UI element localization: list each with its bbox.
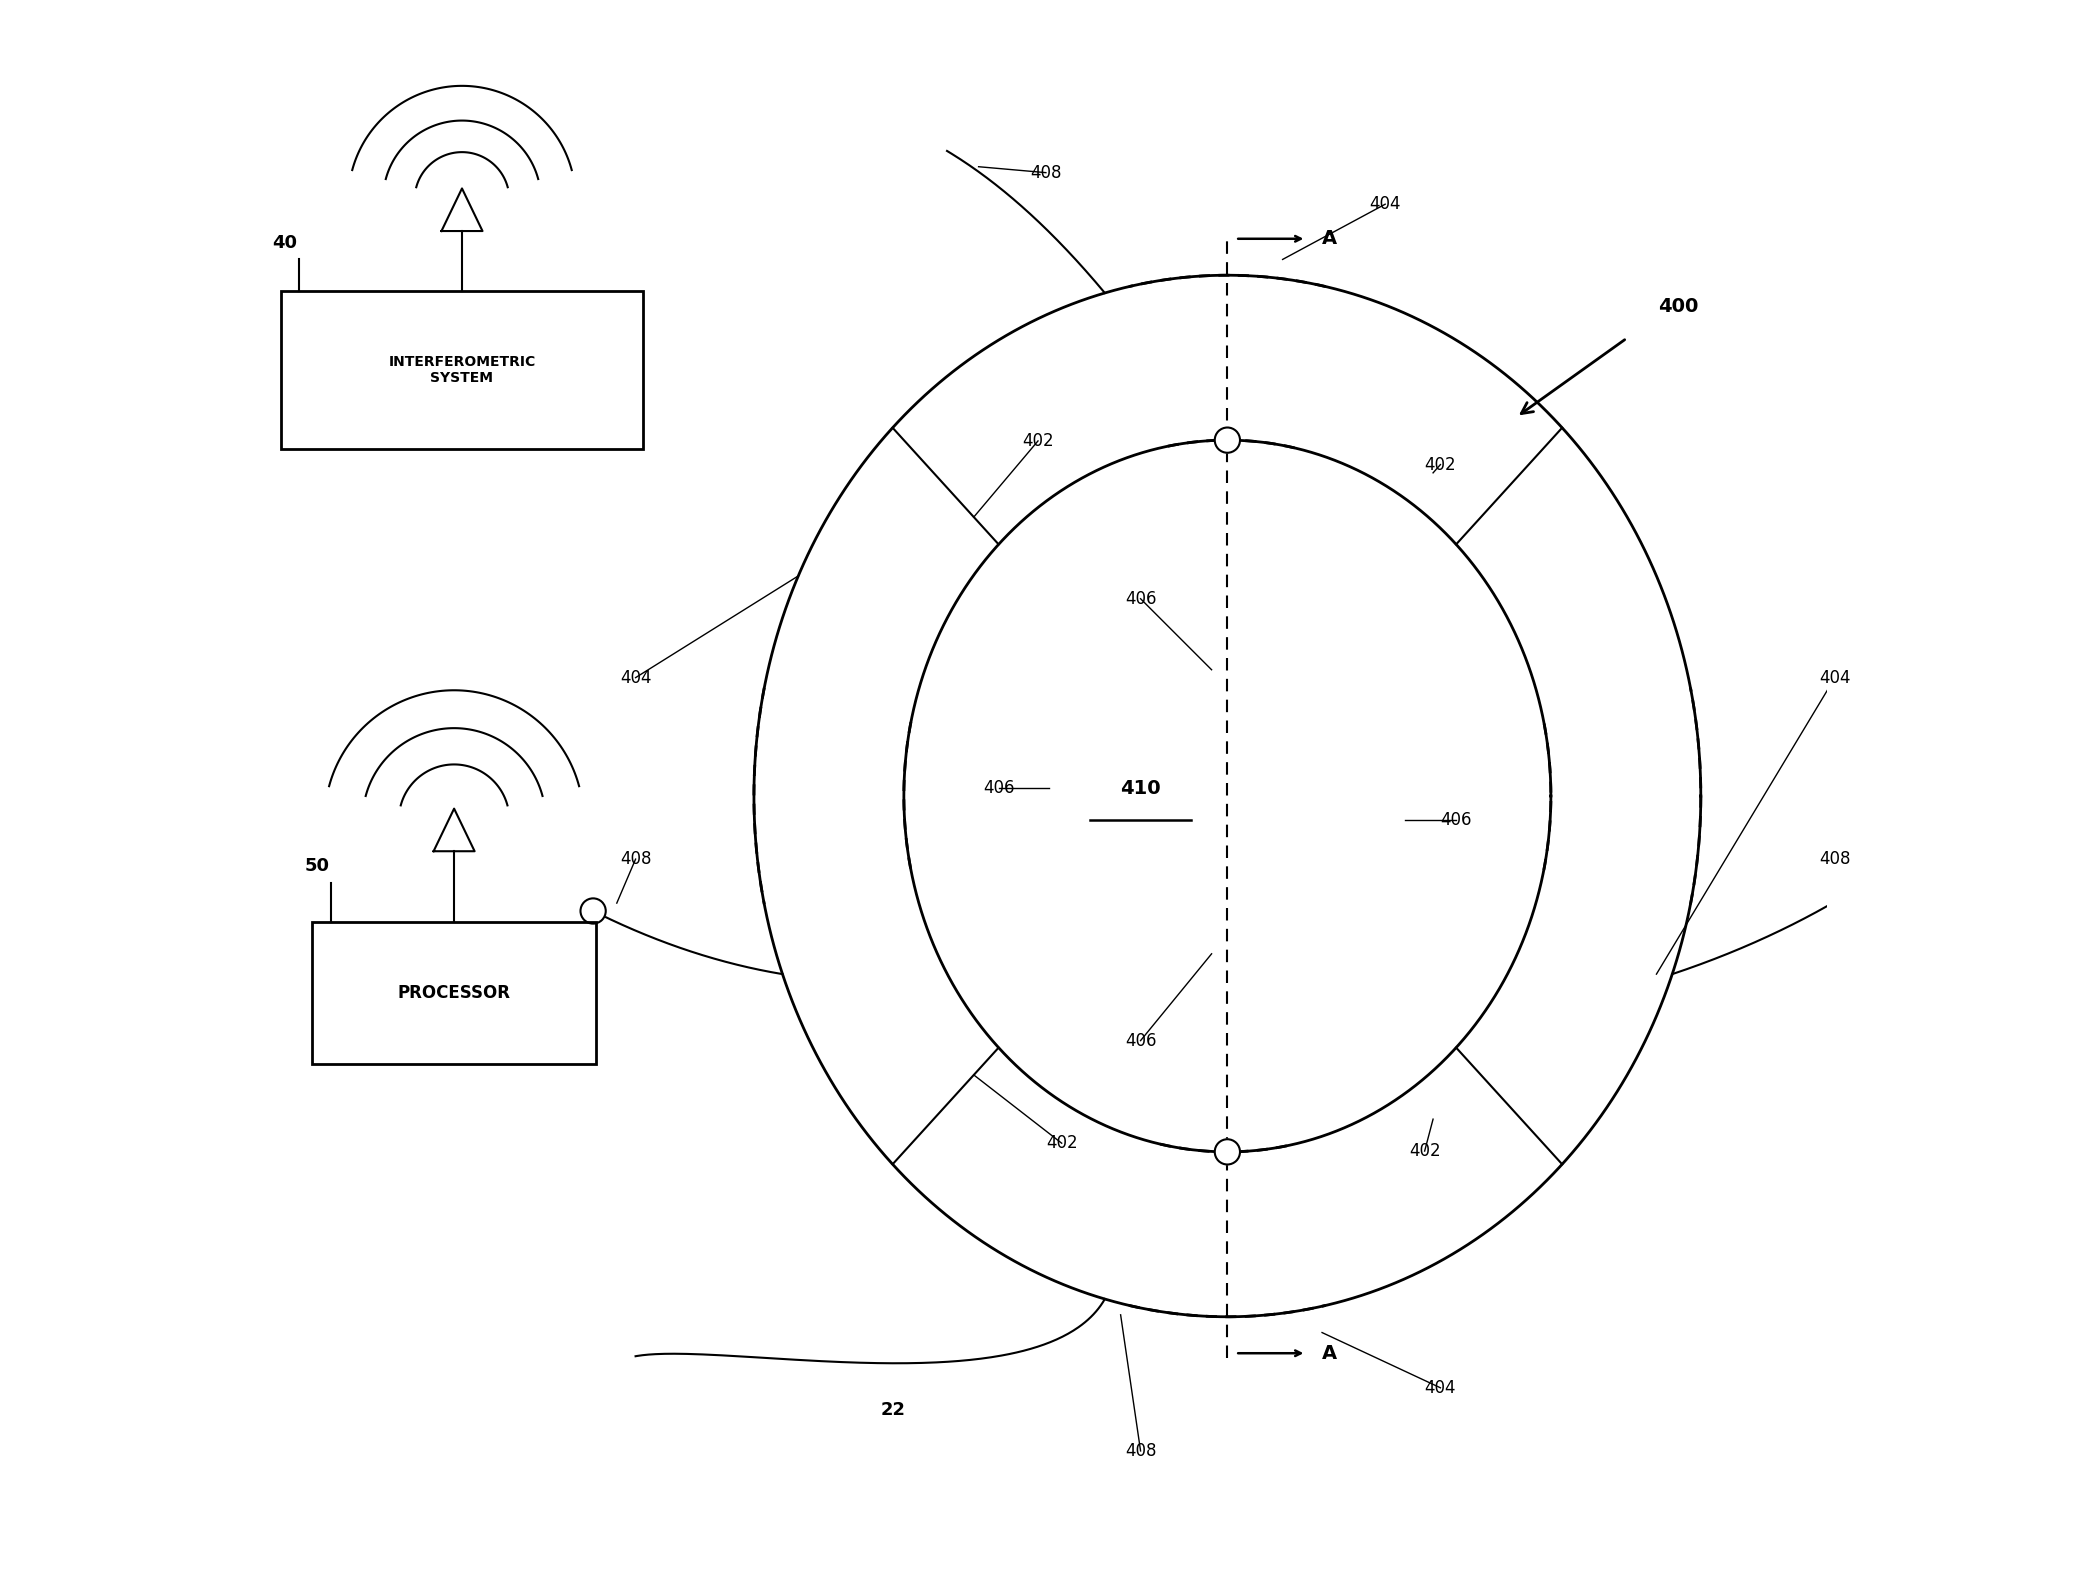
Bar [311,922,596,1065]
Text: 406: 406 [1125,589,1156,608]
Text: A: A [1322,229,1337,248]
Text: 50: 50 [305,856,330,876]
Text: 40: 40 [272,234,297,252]
Text: 404: 404 [1819,669,1850,686]
Text: 408: 408 [621,850,652,868]
Text: 406: 406 [1441,810,1472,829]
Circle shape [581,898,606,923]
Text: 402: 402 [1046,1134,1077,1153]
Text: INTERFEROMETRIC
SYSTEM: INTERFEROMETRIC SYSTEM [388,355,536,385]
Circle shape [1214,428,1239,452]
Circle shape [1214,1140,1239,1164]
Text: A: A [1322,1344,1337,1363]
Text: 410: 410 [1121,778,1160,798]
Text: 402: 402 [1021,431,1055,451]
Text: 406: 406 [982,778,1015,798]
Circle shape [1833,882,1858,907]
Text: 404: 404 [1424,1379,1455,1396]
Text: 404: 404 [1370,196,1401,213]
Text: 406: 406 [1125,1032,1156,1049]
Bar [280,291,644,449]
Text: 400: 400 [1659,298,1698,317]
Text: 408: 408 [1125,1442,1156,1460]
Text: 22: 22 [880,1401,905,1420]
Text: 402: 402 [1410,1141,1441,1161]
Text: 402: 402 [1424,455,1455,473]
Text: 408: 408 [1030,164,1061,181]
Text: 404: 404 [621,669,652,686]
Text: PROCESSOR: PROCESSOR [399,984,511,1003]
Text: 408: 408 [1819,850,1850,868]
